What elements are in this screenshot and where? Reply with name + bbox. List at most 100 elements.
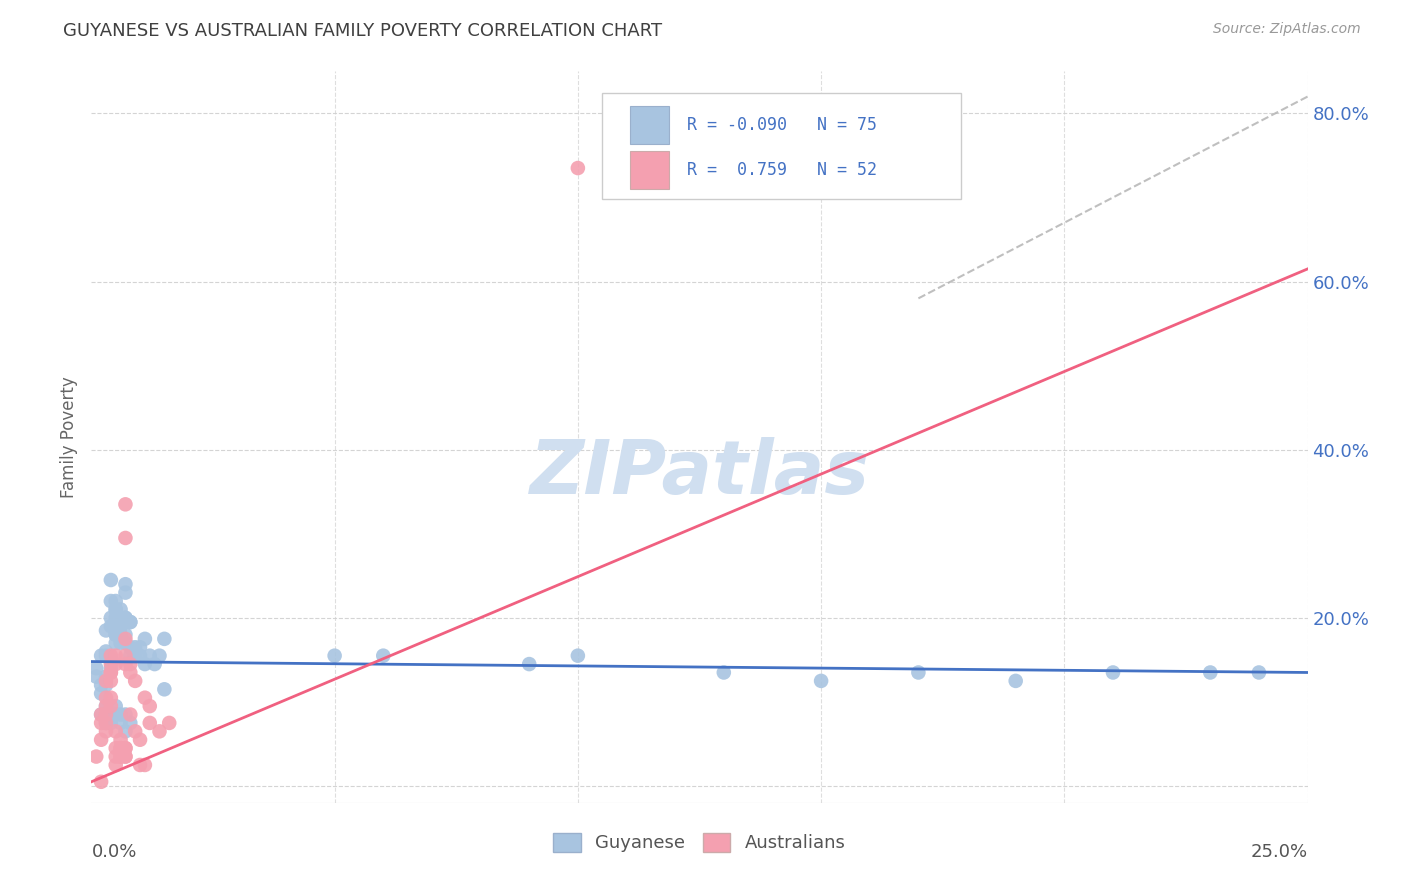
Point	[114, 585, 136, 599]
Point	[104, 707, 127, 722]
Point	[110, 707, 132, 722]
Point	[110, 715, 132, 730]
Point	[104, 749, 127, 764]
Point	[84, 749, 107, 764]
Point	[124, 673, 146, 688]
Point	[153, 682, 176, 697]
Point	[100, 715, 122, 730]
Point	[94, 707, 117, 722]
Point	[110, 741, 132, 756]
Point	[104, 627, 127, 641]
Point	[90, 648, 112, 663]
Point	[134, 657, 156, 671]
Point	[104, 758, 127, 772]
Text: 25.0%: 25.0%	[1250, 843, 1308, 861]
Point	[114, 749, 136, 764]
Point	[100, 661, 122, 675]
Point	[110, 732, 132, 747]
Point	[810, 673, 832, 688]
Point	[157, 715, 180, 730]
Text: GUYANESE VS AUSTRALIAN FAMILY POVERTY CORRELATION CHART: GUYANESE VS AUSTRALIAN FAMILY POVERTY CO…	[63, 22, 662, 40]
Point	[114, 632, 136, 646]
Point	[100, 653, 122, 667]
Point	[139, 699, 162, 714]
Point	[114, 611, 136, 625]
Point	[143, 657, 166, 671]
Point	[100, 665, 122, 680]
Point	[94, 699, 117, 714]
Point	[100, 648, 122, 663]
Point	[114, 636, 136, 650]
Point	[148, 724, 170, 739]
Point	[567, 648, 589, 663]
Point	[90, 678, 112, 692]
Y-axis label: Family Poverty: Family Poverty	[60, 376, 79, 498]
Point	[567, 161, 589, 175]
Point	[100, 619, 122, 633]
Point	[120, 657, 142, 671]
Point	[104, 594, 127, 608]
Point	[110, 749, 132, 764]
FancyBboxPatch shape	[630, 151, 669, 189]
Point	[90, 774, 112, 789]
Point	[94, 644, 117, 658]
Point	[100, 657, 122, 671]
Point	[120, 707, 142, 722]
Point	[120, 615, 142, 629]
Point	[104, 741, 127, 756]
Point	[94, 699, 117, 714]
Point	[134, 690, 156, 705]
Point	[100, 573, 122, 587]
Point	[90, 707, 112, 722]
Point	[100, 611, 122, 625]
Point	[90, 732, 112, 747]
Point	[110, 611, 132, 625]
Point	[100, 699, 122, 714]
Point	[129, 640, 152, 655]
Point	[517, 657, 540, 671]
Point	[100, 690, 122, 705]
Point	[94, 624, 117, 638]
Point	[114, 749, 136, 764]
Point	[1247, 665, 1270, 680]
Point	[104, 648, 127, 663]
Point	[129, 758, 152, 772]
Point	[153, 632, 176, 646]
Point	[124, 648, 146, 663]
Point	[114, 531, 136, 545]
Point	[94, 715, 117, 730]
Point	[104, 602, 127, 616]
Text: 0.0%: 0.0%	[91, 843, 136, 861]
Point	[148, 648, 170, 663]
Point	[100, 665, 122, 680]
Point	[114, 724, 136, 739]
Point	[134, 632, 156, 646]
Point	[104, 724, 127, 739]
Point	[104, 627, 127, 641]
Point	[114, 741, 136, 756]
Text: R = -0.090   N = 75: R = -0.090 N = 75	[688, 116, 877, 134]
Point	[124, 640, 146, 655]
Point	[100, 707, 122, 722]
Point	[907, 665, 929, 680]
Point	[124, 724, 146, 739]
Point	[1199, 665, 1222, 680]
Point	[139, 648, 162, 663]
Point	[110, 619, 132, 633]
Point	[110, 627, 132, 641]
Point	[129, 732, 152, 747]
Point	[139, 715, 162, 730]
Point	[104, 699, 127, 714]
Point	[134, 758, 156, 772]
Point	[84, 670, 107, 684]
FancyBboxPatch shape	[602, 94, 960, 200]
Point	[110, 741, 132, 756]
Point	[120, 715, 142, 730]
Point	[110, 602, 132, 616]
Point	[120, 615, 142, 629]
Point	[373, 648, 395, 663]
Legend: Guyanese, Australians: Guyanese, Australians	[547, 826, 852, 860]
Point	[90, 686, 112, 700]
Point	[94, 670, 117, 684]
Point	[90, 715, 112, 730]
